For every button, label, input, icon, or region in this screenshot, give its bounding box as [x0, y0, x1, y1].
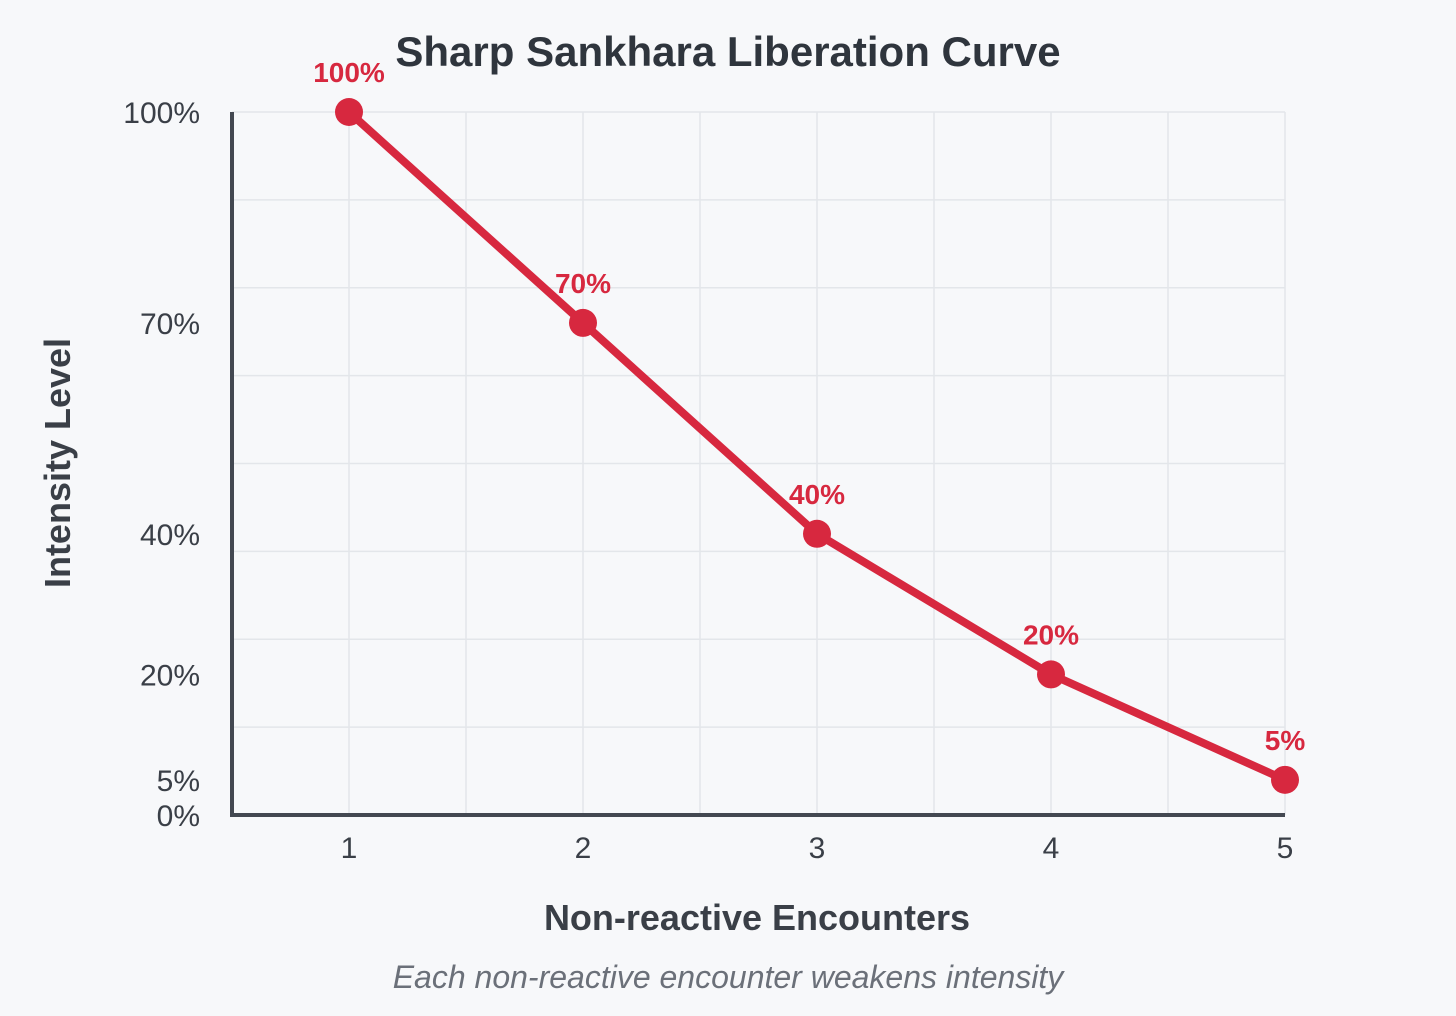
data-point	[803, 519, 831, 548]
y-tick-label: 5%	[157, 765, 200, 798]
chart-title: Sharp Sankhara Liberation Curve	[395, 28, 1060, 75]
x-tick-label: 5	[1277, 832, 1294, 865]
data-label: 70%	[555, 268, 611, 299]
x-axis-ticks: 1 2 3 4 5	[341, 832, 1294, 865]
data-point	[335, 98, 363, 126]
axes	[230, 112, 1285, 817]
y-tick-label: 20%	[140, 659, 200, 692]
x-tick-label: 3	[809, 832, 826, 865]
data-point	[1271, 765, 1299, 794]
series-intensity: 100% 70% 40% 20% 5%	[313, 57, 1305, 794]
x-axis-label: Non-reactive Encounters	[544, 897, 970, 938]
data-label: 100%	[313, 57, 385, 88]
data-label: 20%	[1023, 619, 1079, 650]
y-tick-label: 100%	[123, 97, 200, 130]
y-tick-label: 70%	[140, 308, 200, 341]
x-tick-label: 4	[1043, 832, 1060, 865]
data-label: 5%	[1265, 725, 1306, 756]
grid	[232, 111, 1286, 815]
y-axis-label: Intensity Level	[37, 338, 78, 588]
chart-caption: Each non-reactive encounter weakens inte…	[393, 959, 1066, 995]
y-tick-label: 0%	[157, 800, 200, 833]
data-label: 40%	[789, 479, 845, 510]
y-axis-ticks: 0%5% 20% 40% 70% 100%	[123, 97, 200, 833]
data-point	[1037, 660, 1065, 689]
y-tick-label: 40%	[140, 519, 200, 552]
x-tick-label: 2	[575, 832, 592, 865]
x-tick-label: 1	[341, 832, 358, 865]
data-point	[569, 308, 597, 337]
